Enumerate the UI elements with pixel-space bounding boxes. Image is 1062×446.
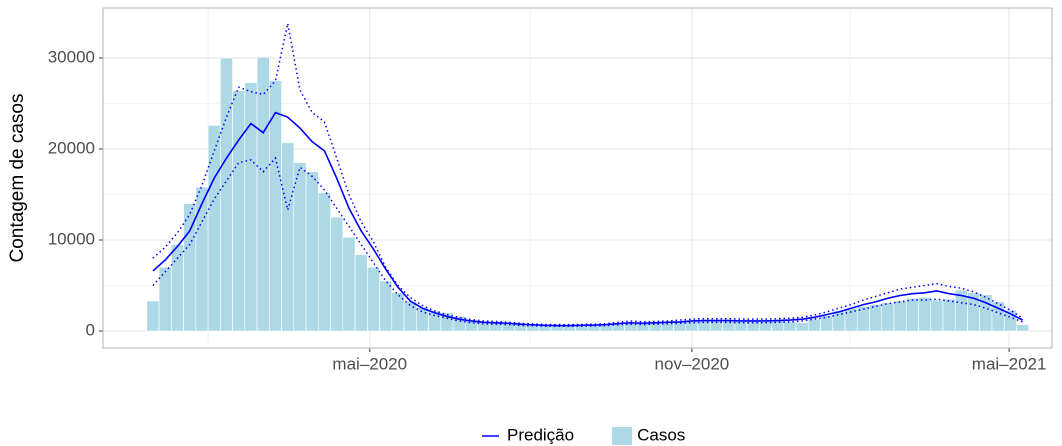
bar — [832, 310, 846, 332]
y-tick-label: 30000 — [48, 48, 95, 67]
bar — [734, 320, 748, 332]
bar — [256, 56, 270, 332]
bar — [1016, 324, 1030, 332]
bar — [207, 125, 221, 332]
bar — [550, 325, 564, 332]
x-tick-label: mai–2021 — [972, 354, 1047, 373]
bar — [685, 320, 699, 332]
legend-label: Predição — [507, 425, 574, 444]
bar — [893, 300, 907, 332]
bar — [244, 82, 258, 332]
bar — [942, 298, 956, 332]
bar — [513, 324, 527, 332]
bar — [305, 171, 319, 332]
bar — [379, 280, 393, 332]
plot-border — [102, 7, 1053, 349]
bar — [869, 304, 883, 332]
legend-label: Casos — [637, 425, 685, 444]
bar — [146, 300, 160, 332]
y-tick-label: 20000 — [48, 139, 95, 158]
bar — [281, 142, 295, 332]
bar — [673, 321, 687, 332]
x-tick-label: mai–2020 — [332, 354, 407, 373]
legend-key — [612, 427, 633, 445]
bar — [783, 321, 797, 332]
bar — [979, 294, 993, 332]
bar — [722, 319, 736, 332]
bar — [881, 302, 895, 332]
bar — [293, 162, 307, 332]
bar — [330, 216, 344, 332]
bar — [611, 324, 625, 332]
bar — [807, 318, 821, 332]
bar — [905, 297, 919, 332]
bar — [354, 254, 368, 332]
bar — [367, 266, 380, 332]
bar — [587, 325, 601, 332]
bar — [403, 301, 417, 332]
bar — [562, 325, 576, 332]
bar — [795, 322, 809, 332]
bar — [342, 236, 356, 332]
bar — [648, 322, 662, 332]
bar — [820, 315, 834, 332]
x-tick-label: nov–2020 — [655, 354, 730, 373]
bar — [930, 299, 944, 332]
legend: Predição Casos — [482, 425, 685, 445]
bar — [158, 266, 172, 332]
bar — [918, 297, 932, 332]
prediction-line — [152, 111, 1023, 327]
bar — [501, 323, 515, 332]
y-tick-label: 0 — [86, 320, 95, 339]
bar — [220, 57, 233, 332]
bar — [697, 320, 711, 332]
y-axis-title: Contagem de casos — [7, 94, 28, 263]
bar — [599, 324, 613, 332]
lower-bound-line — [152, 156, 1023, 328]
bar — [318, 192, 331, 332]
y-tick-label: 10000 — [48, 229, 95, 248]
bar — [416, 307, 429, 332]
bar — [771, 320, 785, 332]
bar — [195, 186, 209, 332]
bar — [232, 90, 246, 332]
